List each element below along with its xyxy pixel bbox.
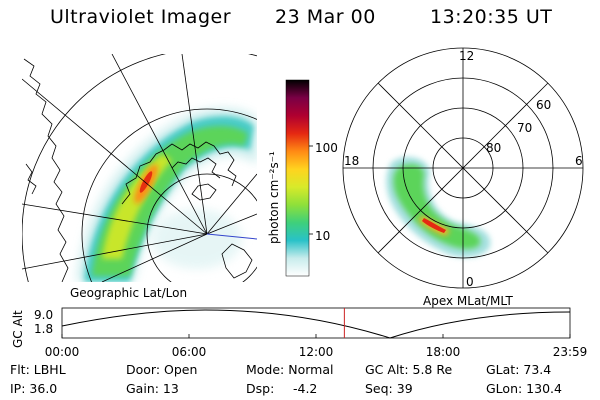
timeline-ylabel: GC Alt <box>11 310 25 348</box>
mlt-polar-panel: 12 18 6 0 60 70 80 <box>328 40 598 298</box>
door-label: Door: Open <box>126 362 198 377</box>
polar-aurora-peak <box>422 218 446 233</box>
coastline <box>221 243 253 279</box>
mlt-caption: Apex MLat/MLT <box>423 294 513 308</box>
mlt-label-0: 0 <box>466 275 474 289</box>
mlat-label-60: 60 <box>536 98 551 112</box>
mlt-spoke-diag <box>377 82 549 254</box>
coastline <box>121 141 237 205</box>
mlt-label-12: 12 <box>459 49 474 63</box>
meridian <box>111 54 208 235</box>
colorbar-tick-label-100: 100 <box>315 141 338 155</box>
aurora-green <box>92 126 248 276</box>
ip-label: IP: 36.0 <box>10 381 58 396</box>
timeline-ytick-bottom: 1.8 <box>34 322 53 336</box>
meridian <box>22 203 208 235</box>
timeline-ytick-top: 9.0 <box>34 308 53 322</box>
gc-altitude-label: GC Alt: 5.8 Re <box>365 362 453 377</box>
timeline-frame <box>61 307 571 339</box>
time-label: 13:20:35 UT <box>430 6 553 28</box>
timeline-tick-label: 00:00 <box>45 345 80 359</box>
polar-plot: 12 18 6 0 60 70 80 <box>342 47 584 289</box>
timeline-tick-label: 18:00 <box>426 345 461 359</box>
timeline-tick-label: 23:59 <box>553 345 588 359</box>
geo-lat-label: GLat: 73.4 <box>486 362 552 377</box>
aurora-peak <box>139 171 153 193</box>
lat-circle-inner <box>146 173 257 282</box>
date-label: 23 Mar 00 <box>275 6 376 28</box>
meridian <box>101 233 208 282</box>
meridian <box>206 213 257 235</box>
colorbar-tick-label-10: 10 <box>315 229 331 243</box>
timeline-tick-label: 06:00 <box>172 345 207 359</box>
geo-lon-label: GLon: 130.4 <box>486 381 562 396</box>
mlat-label-80: 80 <box>486 141 501 155</box>
dsp-value: -4.2 <box>293 381 318 396</box>
meridian <box>181 54 208 235</box>
lat-circle-mid <box>81 108 257 282</box>
timeline-xticks: 00:00 06:00 12:00 18:00 23:59 <box>45 334 588 359</box>
terminator-line <box>206 233 257 240</box>
meridian <box>22 78 208 235</box>
geographic-caption: Geographic Lat/Lon <box>70 286 188 300</box>
coastline <box>25 163 37 195</box>
colorbar-unit-label: photon cm⁻²s⁻¹ <box>267 151 281 244</box>
instrument-title: Ultraviolet Imager <box>50 6 232 28</box>
coastline <box>191 183 217 201</box>
sequence-label: Seq: 39 <box>365 381 413 396</box>
mode-label: Mode: Normal <box>246 362 334 377</box>
mlt-label-18: 18 <box>344 154 359 168</box>
meridian <box>22 233 208 270</box>
meridian <box>206 173 257 235</box>
geographic-image-panel <box>22 54 257 282</box>
gain-label: Gain: 13 <box>126 381 179 396</box>
colorbar: photon cm⁻²s⁻¹ <box>262 74 324 284</box>
dsp-label: Dsp: <box>246 381 275 396</box>
mlt-label-6: 6 <box>575 154 583 168</box>
filter-label: Flt: LBHL <box>10 362 66 377</box>
mlat-label-70: 70 <box>517 121 532 135</box>
orbit-timeline: GC Alt 9.0 1.8 00:00 06:00 12:00 18:00 23:59 <box>0 300 600 360</box>
altitude-curve <box>61 309 571 339</box>
timeline-svg: GC Alt 9.0 1.8 00:00 06:00 12:00 18:00 23:59 <box>11 307 588 359</box>
colorbar-bar <box>285 79 310 277</box>
coastline <box>171 157 221 179</box>
timeline-tick-label: 12:00 <box>299 345 334 359</box>
geographic-map <box>22 54 257 282</box>
colorbar-svg: photon cm⁻²s⁻¹ <box>267 79 313 277</box>
polar-aurora-green <box>393 164 481 249</box>
aurora-yellow <box>102 154 172 259</box>
coastline <box>23 58 69 282</box>
